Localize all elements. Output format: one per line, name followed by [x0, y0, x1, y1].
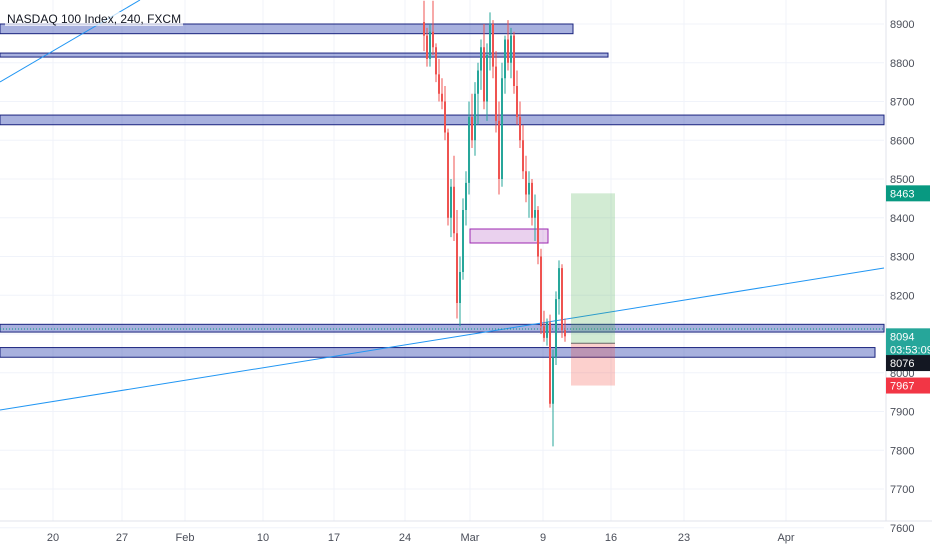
date-tick: 20	[47, 532, 59, 544]
price-badge	[886, 328, 930, 345]
candle-body	[459, 272, 461, 303]
zone-support-8120[interactable]	[0, 323, 885, 333]
candle-body	[498, 120, 500, 179]
date-tick: Apr	[777, 532, 794, 544]
candle-body	[456, 233, 458, 303]
date-tick: 10	[257, 532, 269, 544]
long-position-tool	[571, 193, 615, 386]
price-badge-label: 7967	[890, 381, 914, 393]
price-tick: 8500	[890, 174, 914, 186]
price-tick: 8900	[890, 19, 914, 31]
candle-body	[477, 70, 479, 94]
price-badge	[886, 377, 930, 394]
position-loss-zone[interactable]	[571, 343, 615, 386]
price-tick: 7800	[890, 445, 914, 457]
chart-grid	[0, 0, 884, 529]
candle-body	[549, 322, 551, 404]
candle-body	[525, 171, 527, 195]
chart-title: NASDAQ 100 Index, 240, FXCM	[5, 12, 184, 26]
date-tick: 24	[399, 532, 411, 544]
date-tick: Feb	[176, 532, 195, 544]
date-tick: 23	[678, 532, 690, 544]
price-badge	[886, 341, 930, 358]
price-tick: 8200	[890, 290, 914, 302]
price-badge-label: 8463	[890, 188, 914, 200]
price-tick: 8300	[890, 252, 914, 264]
price-tick: 7900	[890, 407, 914, 419]
candle-body	[471, 117, 473, 141]
candle-body	[552, 357, 554, 404]
candle-body	[432, 31, 434, 48]
candle-body	[510, 35, 512, 63]
candlestick-series	[423, 0, 566, 447]
candle-body	[423, 22, 425, 36]
candle-body	[534, 210, 536, 218]
candle-body	[513, 35, 515, 86]
candle-body	[561, 268, 563, 331]
candle-body	[531, 182, 533, 218]
price-tick: 8400	[890, 213, 914, 225]
candle-body	[483, 47, 485, 102]
candle-body	[540, 256, 542, 327]
price-tick: 8700	[890, 97, 914, 109]
candle-body	[522, 140, 524, 172]
date-tick: 27	[116, 532, 128, 544]
date-tick: 17	[328, 532, 340, 544]
candle-body	[474, 93, 476, 141]
candle-body	[441, 93, 443, 102]
date-tick: 16	[605, 532, 617, 544]
zone-resistance-8820[interactable]	[0, 52, 609, 58]
price-tick: 8600	[890, 135, 914, 147]
price-badge	[886, 185, 930, 202]
candle-body	[564, 330, 566, 337]
price-tick: 7600	[890, 523, 914, 535]
price-badge-label: 8076	[890, 358, 914, 370]
candle-body	[453, 186, 455, 234]
candle-body	[495, 66, 497, 121]
candle-body	[537, 210, 539, 257]
candle-body	[435, 47, 437, 75]
candle-body	[507, 39, 509, 63]
candle-body	[516, 86, 518, 117]
candle-body	[501, 78, 503, 179]
candle-body	[462, 210, 464, 272]
candle-body	[492, 24, 494, 67]
candle-body	[555, 299, 557, 358]
time-axis: 20 27 Feb 10 17 24 Mar 9 16 23 Apr	[47, 532, 795, 544]
marked-zone-box[interactable]	[469, 228, 549, 244]
price-badge-label: 03:53:09	[890, 345, 932, 357]
candle-body	[519, 117, 521, 141]
candle-body	[543, 326, 545, 338]
candle-body	[486, 55, 488, 102]
trend-line-rising[interactable]	[0, 267, 885, 411]
candle-body	[426, 35, 428, 59]
price-tick: 7700	[890, 484, 914, 496]
candle-body	[504, 39, 506, 79]
candle-body	[489, 24, 491, 55]
position-profit-zone[interactable]	[571, 193, 615, 344]
candle-body	[444, 101, 446, 133]
candle-body	[480, 47, 482, 71]
candle-body	[558, 268, 560, 300]
zone-support-8030[interactable]	[0, 347, 876, 358]
date-tick: Mar	[461, 532, 480, 544]
candle-body	[429, 31, 431, 59]
zone-resistance-8885[interactable]	[0, 23, 574, 35]
support-resistance-zones	[0, 23, 885, 358]
price-axis: 8900880087008600850084008300820081008000…	[890, 19, 914, 535]
candle-body	[468, 117, 470, 183]
zone-resistance-8650[interactable]	[0, 114, 885, 126]
price-badge	[886, 355, 930, 372]
date-tick: 9	[540, 532, 546, 544]
candle-body	[546, 322, 548, 338]
candle-body	[528, 182, 530, 195]
price-tick: 8800	[890, 58, 914, 70]
price-badge-label: 8094	[890, 331, 914, 343]
candle-body	[438, 74, 440, 94]
candle-body	[465, 182, 467, 210]
candle-body	[450, 186, 452, 218]
candle-body	[447, 132, 449, 218]
